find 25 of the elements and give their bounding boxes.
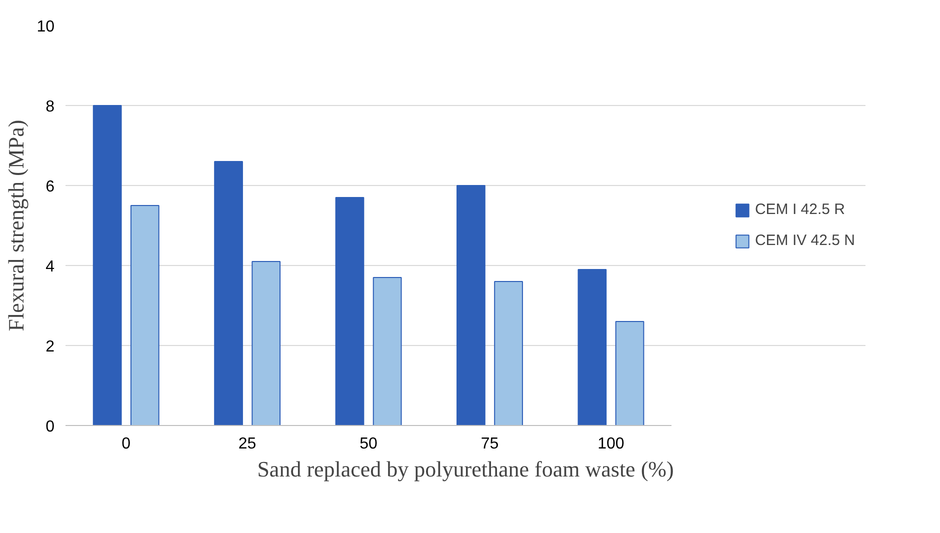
bar <box>92 105 122 426</box>
x-tick-label: 75 <box>480 436 499 452</box>
y-tick-label: 4 <box>46 258 55 276</box>
x-axis-title: Sand replaced by polyurethane foam waste (%) <box>257 456 674 482</box>
y-tick-label: 2 <box>46 338 55 356</box>
bar <box>335 197 364 426</box>
bar <box>214 161 243 426</box>
bar <box>252 261 281 426</box>
bar <box>615 321 644 426</box>
x-tick-label: 25 <box>238 436 256 452</box>
y-tick-label: 8 <box>46 98 55 116</box>
x-tick-label: 100 <box>598 436 624 452</box>
y-tick-label: 6 <box>46 178 55 196</box>
y-tick-label: 0 <box>46 418 55 436</box>
legend-label: CEM I 42.5 R <box>754 201 845 218</box>
x-tick-label: 50 <box>360 436 378 452</box>
bar <box>578 269 607 426</box>
bar <box>494 281 523 426</box>
y-axis-title: Flexural strength (MPa) <box>4 120 29 332</box>
x-tick-label: 0 <box>122 436 131 452</box>
bar <box>130 205 160 426</box>
legend-label: CEM IV 42.5 N <box>754 232 855 249</box>
bar <box>456 185 486 426</box>
bar <box>372 277 402 426</box>
y-tick-label: 10 <box>36 18 55 36</box>
